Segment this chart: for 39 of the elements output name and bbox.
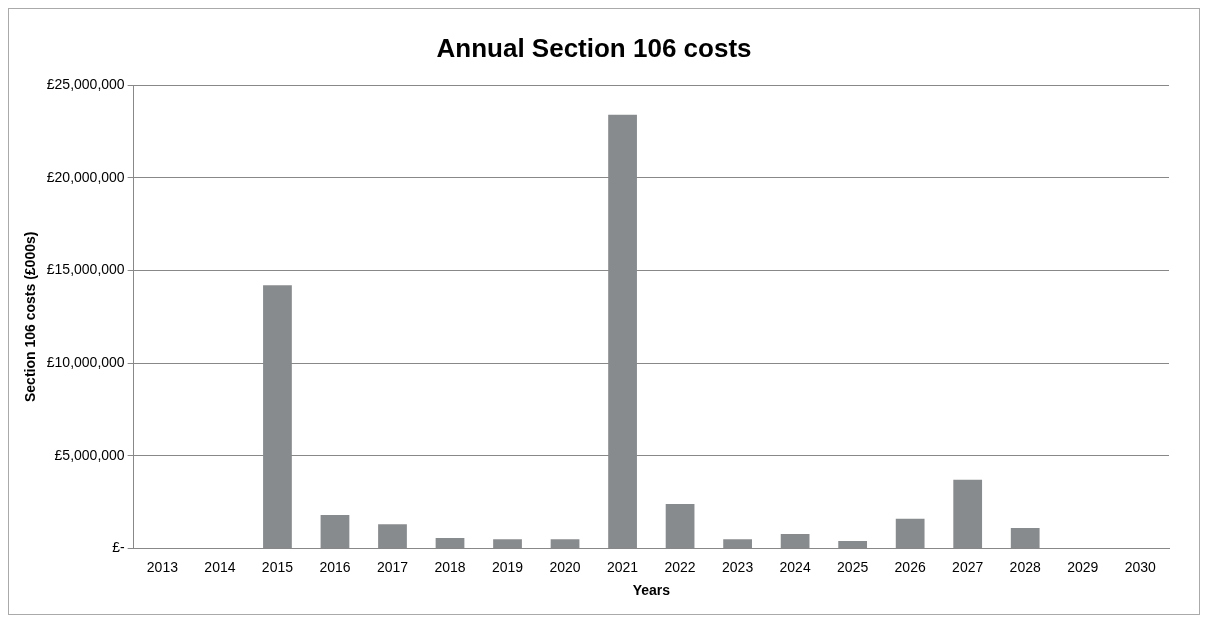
x-axis-title: Years bbox=[632, 582, 671, 599]
bar bbox=[550, 539, 580, 548]
x-tick-label: 2015 bbox=[261, 558, 294, 575]
y-axis-title: Section 106 costs (£000s) bbox=[22, 231, 39, 403]
bar bbox=[665, 503, 695, 548]
bar bbox=[953, 479, 983, 548]
y-tick-label: £20,000,000 bbox=[46, 168, 125, 185]
x-tick-label: 2020 bbox=[549, 558, 581, 575]
x-tick-label: 2016 bbox=[319, 558, 351, 575]
y-tick-label: £5,000,000 bbox=[54, 446, 125, 463]
y-tick-label: £25,000,000 bbox=[46, 76, 125, 93]
x-tick-label: 2017 bbox=[376, 558, 409, 575]
x-tick-label: 2024 bbox=[779, 558, 811, 575]
bar bbox=[780, 533, 810, 548]
bar bbox=[493, 539, 522, 548]
y-tick-label: £15,000,000 bbox=[46, 261, 125, 278]
bar bbox=[320, 515, 350, 548]
x-tick-label: 2030 bbox=[1124, 558, 1157, 575]
x-tick-label: 2025 bbox=[837, 558, 869, 575]
bar bbox=[723, 539, 752, 548]
x-tick-label: 2014 bbox=[204, 558, 236, 575]
y-tick-label: £10,000,000 bbox=[46, 353, 125, 370]
x-tick-label: 2029 bbox=[1067, 558, 1099, 575]
bar bbox=[435, 538, 465, 548]
x-tick-label: 2027 bbox=[952, 558, 984, 575]
x-tick-label: 2022 bbox=[664, 558, 696, 575]
x-tick-label: 2013 bbox=[146, 558, 179, 575]
chart-title: Annual Section 106 costs bbox=[436, 32, 752, 63]
x-tick-label: 2023 bbox=[722, 558, 754, 575]
x-tick-label: 2018 bbox=[434, 558, 466, 575]
bar bbox=[838, 540, 868, 548]
y-tick-label: £- bbox=[112, 539, 125, 556]
x-tick-label: 2019 bbox=[491, 558, 524, 575]
x-tick-label: 2021 bbox=[606, 558, 639, 575]
bar bbox=[378, 524, 407, 548]
x-tick-label: 2026 bbox=[894, 558, 926, 575]
bar bbox=[895, 518, 925, 548]
x-tick-label: 2028 bbox=[1009, 558, 1041, 575]
bar bbox=[1010, 528, 1040, 548]
